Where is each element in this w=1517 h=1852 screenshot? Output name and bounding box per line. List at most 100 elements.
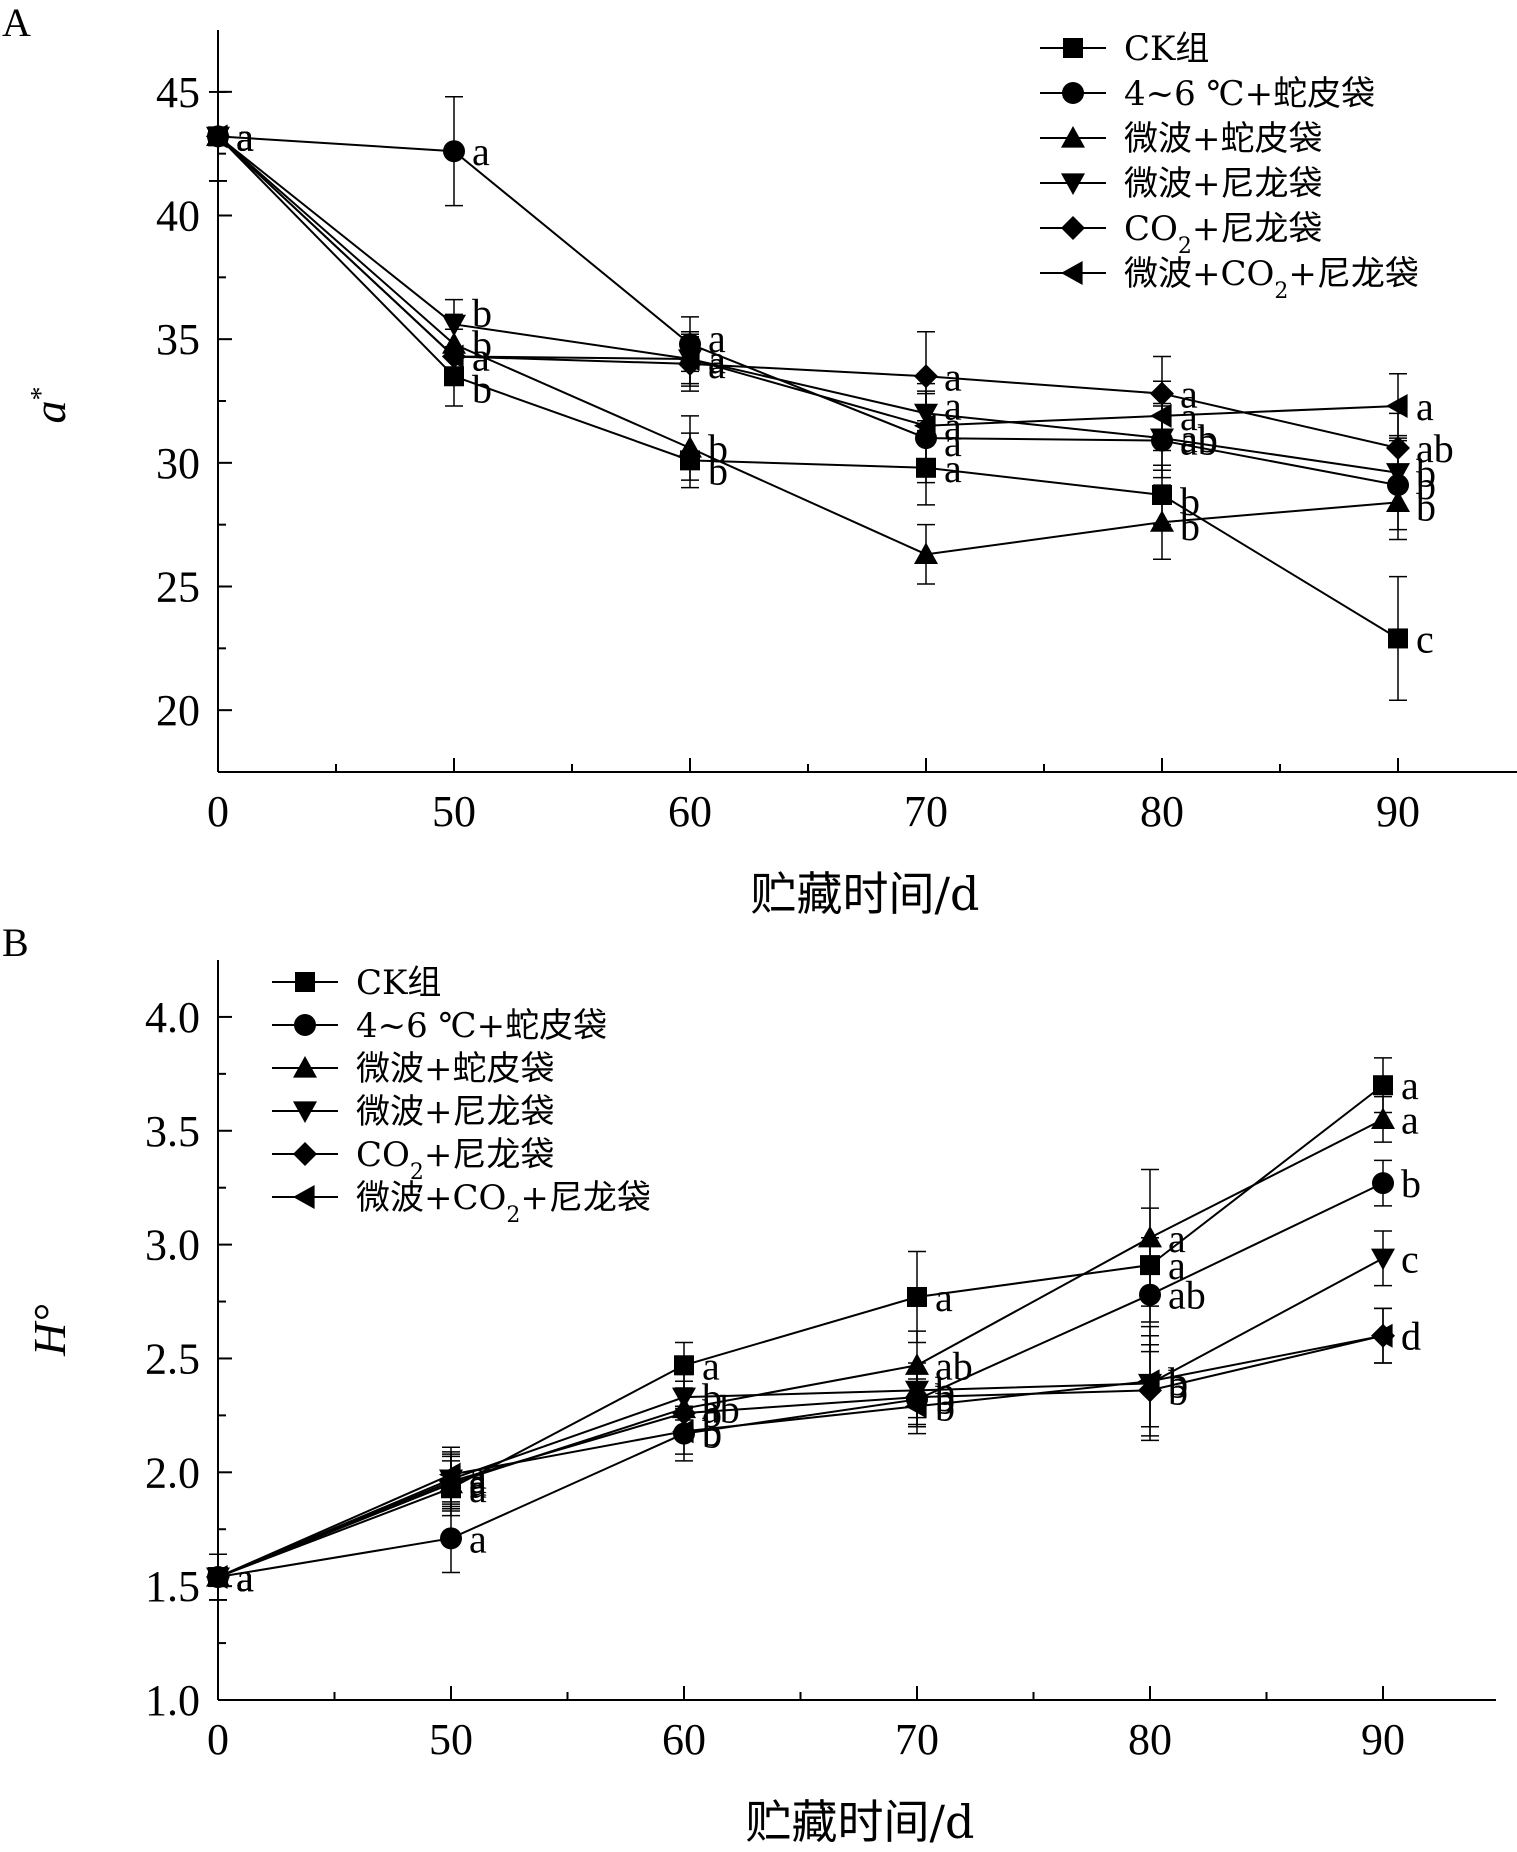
significance-label: a (236, 114, 254, 159)
x-tick-label: 60 (668, 787, 712, 836)
significance-label: a (944, 383, 962, 428)
data-point (1388, 628, 1408, 649)
y-tick-label: 40 (156, 192, 200, 241)
x-tick-label: 80 (1128, 1715, 1172, 1764)
significance-label: ab (1416, 426, 1454, 471)
significance-label: a (708, 337, 726, 382)
significance-label: a (708, 337, 726, 382)
data-point (1150, 510, 1174, 532)
x-tick-label: 70 (895, 1715, 939, 1764)
significance-label: ab (935, 1343, 973, 1388)
significance-label: a (1180, 394, 1198, 439)
significance-label: c (1416, 616, 1434, 661)
significance-label: d (1401, 1314, 1421, 1359)
significance-label: a (1416, 384, 1434, 429)
panel-letter-b: B (2, 920, 29, 965)
legend-marker (293, 1185, 315, 1209)
x-tick-label: 50 (432, 787, 476, 836)
data-point (678, 346, 700, 371)
data-point (1150, 403, 1172, 428)
significance-label: b (702, 1412, 722, 1457)
legend-label: 微波+尼龙袋 (1124, 164, 1323, 204)
x-tick-label: 0 (207, 1715, 229, 1764)
legend-label: 4~6 ℃+蛇皮袋 (356, 1006, 607, 1046)
data-point (672, 1419, 694, 1444)
legend-label: CO2+尼龙袋 (356, 1135, 554, 1185)
legend-label: CO2+尼龙袋 (1124, 209, 1322, 259)
legend-marker (1063, 38, 1083, 58)
significance-label: a (469, 1466, 487, 1511)
significance-label: a (935, 1275, 953, 1320)
legend-marker (293, 1142, 317, 1166)
data-point (1373, 1075, 1393, 1096)
series-diamond: aab b bd (206, 1307, 1421, 1601)
data-point (206, 1565, 228, 1590)
data-point (1371, 1107, 1395, 1129)
legend-marker (294, 1014, 316, 1036)
significance-label: b (1168, 1368, 1188, 1413)
y-tick-label: 2.0 (145, 1448, 200, 1497)
significance-label: a (236, 114, 254, 159)
significance-label: b (708, 426, 728, 471)
significance-label: a (944, 354, 962, 399)
data-point (914, 542, 938, 564)
data-point (206, 124, 228, 149)
data-point (1386, 435, 1410, 460)
legend-marker (1061, 216, 1085, 240)
significance-label: b (1168, 1359, 1188, 1404)
y-tick-label: 3.0 (145, 1221, 200, 1270)
data-point (914, 364, 938, 389)
legend-label: 微波+蛇皮袋 (1124, 119, 1323, 159)
series-line (217, 135, 1399, 487)
y-tick-label: 2.5 (145, 1334, 200, 1383)
series-line (217, 135, 1399, 427)
x-tick-label: 70 (904, 787, 948, 836)
significance-label: a (702, 1343, 720, 1388)
significance-label: a (236, 114, 254, 159)
significance-label: a (944, 404, 962, 449)
significance-label: b (935, 1375, 955, 1420)
significance-label: a (708, 316, 726, 361)
data-point (440, 1527, 462, 1550)
significance-label: ab (1180, 416, 1218, 461)
data-point (1371, 1248, 1395, 1271)
significance-label: b (702, 1409, 722, 1454)
x-tick-label: 80 (1140, 787, 1184, 836)
y-tick-label: 1.5 (145, 1562, 200, 1611)
series-line (217, 1334, 1384, 1578)
significance-label: b (1180, 479, 1200, 524)
significance-label: a (1401, 1063, 1419, 1108)
significance-label: a (469, 1516, 487, 1561)
data-point (674, 1355, 694, 1376)
legend-label: 微波+尼龙袋 (356, 1092, 555, 1132)
data-point (1371, 1323, 1393, 1348)
significance-label: a (472, 129, 490, 174)
series-line (217, 1084, 1384, 1578)
series-triangle-left: aa aa a a (206, 91, 1434, 462)
y-tick-label: 3.5 (145, 1107, 200, 1156)
significance-label: b (708, 448, 728, 493)
y-tick-label: 30 (156, 439, 200, 488)
series-line (217, 135, 1399, 556)
significance-label: b (1416, 484, 1436, 529)
data-point (442, 344, 464, 369)
significance-label: a (236, 114, 254, 159)
x-tick-label: 90 (1361, 1715, 1405, 1764)
data-point (1372, 1172, 1394, 1195)
data-point (1138, 1369, 1160, 1394)
legend-label: CK组 (356, 963, 441, 1003)
y-axis-title: H° (24, 1304, 75, 1357)
legend-label: CK组 (1124, 29, 1209, 69)
significance-label: a (1168, 1216, 1186, 1261)
legend-marker (293, 1056, 317, 1078)
data-point (443, 140, 465, 163)
data-point (1386, 393, 1408, 418)
x-tick-label: 50 (429, 1715, 473, 1764)
y-axis-title: a* (24, 387, 75, 424)
y-tick-label: 1.0 (145, 1676, 200, 1725)
